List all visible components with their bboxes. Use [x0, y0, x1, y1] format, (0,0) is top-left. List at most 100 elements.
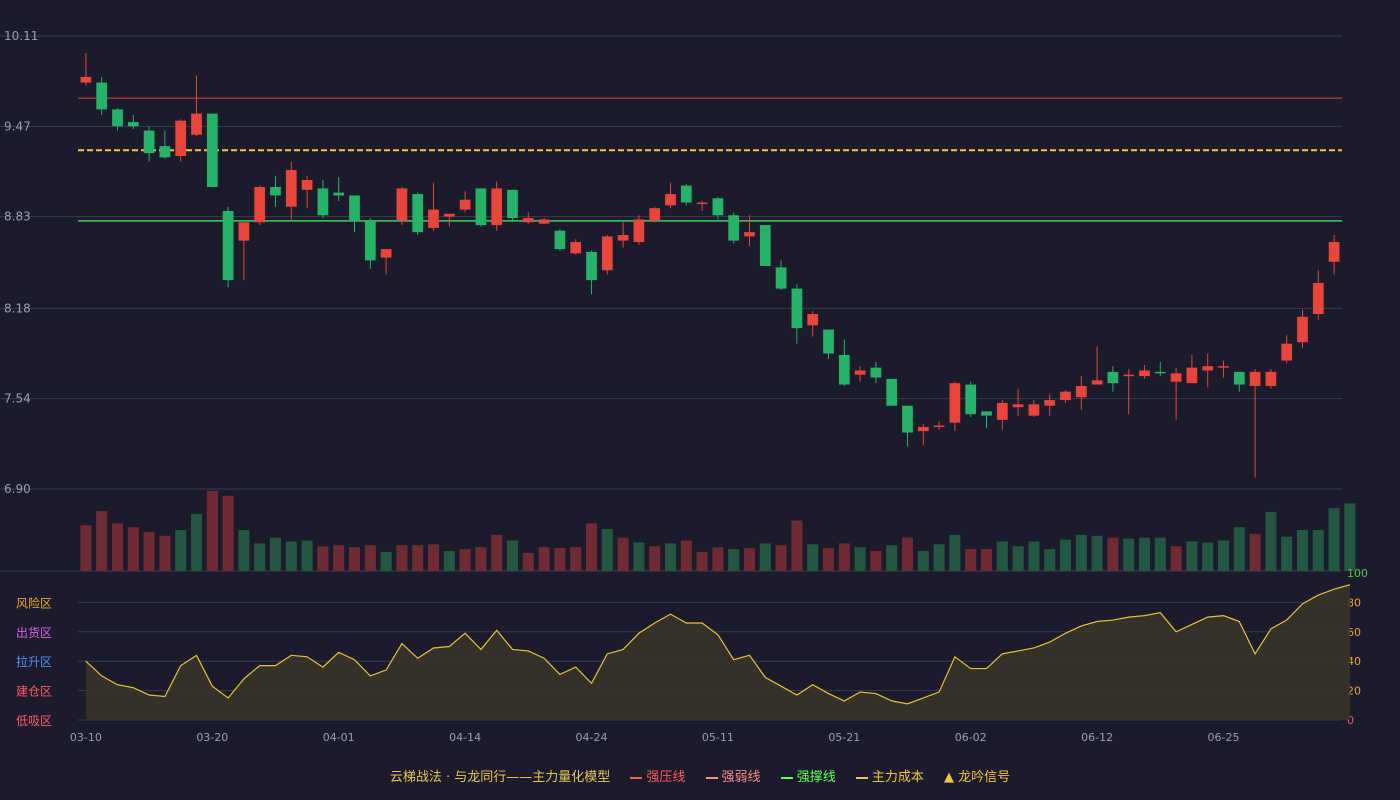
volume-bar: [712, 547, 724, 571]
candle-body: [80, 76, 92, 83]
x-tick-label: 03-10: [70, 731, 102, 744]
candle-body: [1123, 374, 1135, 377]
volume-bar: [175, 530, 187, 571]
candle-body: [191, 113, 202, 135]
legend-signal[interactable]: ▲ 龙吟信号: [944, 766, 1010, 785]
volume-bar: [285, 541, 297, 571]
candle-body: [1091, 380, 1103, 385]
candle-body: [1060, 391, 1071, 401]
volume-bar: [759, 543, 771, 571]
candle-body: [728, 215, 740, 241]
volume-bar: [743, 548, 756, 571]
volume-bar: [1012, 546, 1024, 571]
volume-bar: [554, 548, 566, 571]
candle-body: [112, 109, 123, 127]
legend-cost[interactable]: 主力成本: [855, 766, 924, 785]
volume-bar: [807, 544, 819, 571]
x-tick-label: 04-14: [449, 731, 481, 744]
legend-resistance[interactable]: 强压线: [630, 766, 685, 785]
volume-bar: [822, 548, 835, 571]
legend-support[interactable]: 强撑线: [780, 766, 836, 785]
volume-bar: [427, 544, 440, 571]
candle-body: [1233, 371, 1245, 385]
candle-body: [1028, 404, 1040, 416]
candle-body: [554, 230, 566, 250]
volume-bar: [570, 547, 582, 571]
volume-bar: [348, 547, 361, 571]
candle-body: [301, 179, 313, 190]
candle-body: [1012, 404, 1024, 408]
volume-bar: [522, 552, 534, 571]
indicator-tick-label: 40: [1347, 655, 1361, 668]
chart-legend: 云梯战法 · 与龙同行——主力量化模型 强压线 强弱线 强撑线 主力成本 ▲ 龙…: [0, 766, 1400, 785]
candle-body: [270, 187, 281, 196]
legend-resistance-label: 强压线: [646, 770, 686, 785]
candle-body: [127, 122, 139, 127]
candle-body: [791, 288, 803, 329]
volume-bar: [412, 545, 424, 571]
candle-body: [412, 194, 424, 233]
price-tick-label: 8.18: [4, 301, 31, 315]
candle-body: [617, 234, 629, 241]
volume-bar: [1107, 537, 1119, 571]
candle-body: [1154, 371, 1166, 374]
volume-bar: [475, 547, 487, 571]
volume-bar: [317, 546, 329, 571]
candle-body: [364, 220, 376, 261]
legend-title: 云梯战法 · 与龙同行——主力量化模型: [389, 770, 611, 785]
x-tick-label: 04-01: [323, 731, 355, 744]
candle-body: [1170, 373, 1182, 382]
volume-bar: [996, 541, 1008, 571]
volume-bar: [854, 547, 866, 571]
candle-body: [633, 219, 645, 243]
price-tick-label: 7.54: [4, 392, 31, 406]
candle-body: [96, 82, 108, 110]
volume-bar: [1091, 535, 1103, 571]
volume-bar: [1075, 534, 1087, 571]
candle-body: [175, 120, 187, 156]
volume-bar: [364, 545, 376, 571]
candle-body: [854, 370, 866, 375]
candle-body: [396, 188, 408, 221]
volume-bar: [791, 520, 803, 571]
volume-bar: [1249, 533, 1261, 571]
candle-body: [917, 426, 929, 432]
volume-bar: [396, 545, 408, 571]
candle-body: [680, 185, 692, 203]
volume-bar: [1344, 503, 1356, 571]
candle-body: [759, 225, 771, 267]
candle-body: [949, 383, 961, 423]
volume-bar: [538, 547, 550, 571]
candle-body: [886, 378, 898, 406]
indicator-area: [85, 584, 1350, 720]
legend-strength[interactable]: 强弱线: [705, 766, 761, 785]
candle-body: [507, 189, 518, 219]
candle-body: [475, 188, 487, 226]
volume-bar: [980, 549, 993, 571]
volume-bar: [1217, 540, 1230, 571]
volume-bar: [1170, 546, 1182, 571]
candle-body: [870, 367, 882, 378]
x-tick-label: 03-20: [196, 731, 228, 744]
indicator-line: [85, 584, 1351, 705]
candle-body: [333, 192, 345, 196]
volume-bar: [775, 545, 787, 571]
candle-body: [143, 130, 155, 154]
volume-bar: [506, 540, 519, 571]
volume-bar: [1186, 541, 1198, 571]
candle-body: [522, 218, 534, 223]
volume-bar: [1028, 541, 1040, 571]
candle-body: [1297, 316, 1308, 343]
indicator-tick-label: 80: [1347, 596, 1361, 609]
legend-signal-label: 龙吟信号: [958, 770, 1011, 785]
candle-body: [601, 236, 613, 271]
indicator-tick-label: 60: [1347, 626, 1361, 639]
legend-cost-label: 主力成本: [871, 770, 924, 785]
volume-bar: [254, 543, 266, 571]
candle-body: [965, 384, 977, 415]
candle-body: [665, 194, 676, 206]
volume-bar: [127, 527, 139, 571]
candle-body: [1249, 371, 1261, 386]
zone-label: 建仓区: [16, 685, 52, 699]
